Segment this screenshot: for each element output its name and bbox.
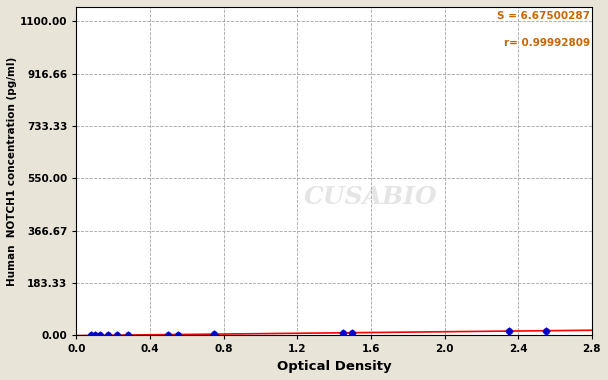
Text: S = 6.67500287: S = 6.67500287 (497, 11, 590, 21)
X-axis label: Optical Density: Optical Density (277, 360, 392, 373)
Text: CUSABIO: CUSABIO (303, 185, 437, 209)
Y-axis label: Human  NOTCH1 concentration (pg/ml): Human NOTCH1 concentration (pg/ml) (7, 57, 17, 286)
Text: r= 0.99992809: r= 0.99992809 (503, 38, 590, 48)
